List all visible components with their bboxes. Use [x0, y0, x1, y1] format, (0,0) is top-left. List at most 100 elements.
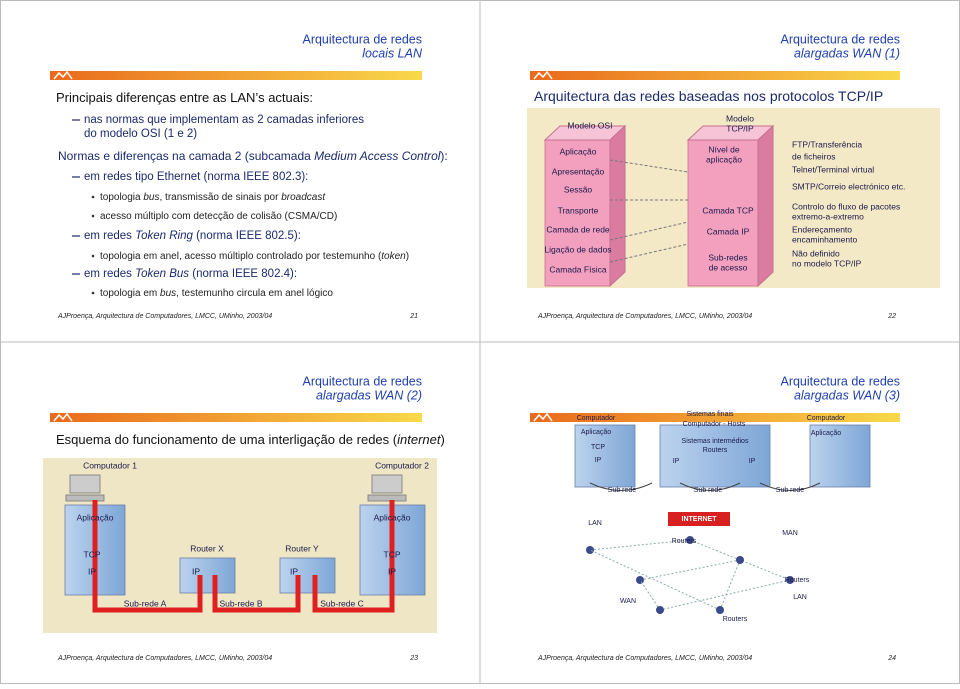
- slide-heading-part: internet: [397, 432, 442, 447]
- diagram-label: Transporte: [558, 205, 599, 215]
- block: [65, 494, 105, 502]
- body-line-part: bus: [160, 288, 176, 299]
- diagram-label: Modelo: [726, 113, 754, 123]
- body-line-part: bus: [143, 192, 159, 203]
- diagram-label: IP: [595, 457, 602, 464]
- body-line: em redes Token Bus (norma IEEE 802.4):: [84, 268, 297, 280]
- diagram-label: LAN: [793, 594, 807, 601]
- diagram-label: Computador - Hosts: [683, 421, 746, 428]
- diagram-label: aplicação: [706, 154, 742, 164]
- header-bar: [50, 71, 422, 80]
- diagram-label: Computador: [577, 415, 616, 422]
- diagram-label: Modelo OSI: [568, 120, 613, 130]
- block: [659, 424, 771, 488]
- body-line-part: (norma IEEE 802.5):: [193, 230, 301, 242]
- body-line-part: Token Ring: [135, 230, 193, 242]
- footer-credit: AJProença, Arquitectura de Computadores,…: [57, 655, 272, 662]
- body-line: Normas e diferenças na camada 2 (subcama…: [58, 149, 448, 163]
- diagram-label: Sub-rede A: [124, 598, 167, 608]
- diagram-label: IP: [673, 458, 680, 465]
- slide-title: Arquitectura de redes: [302, 374, 422, 388]
- net-link: [719, 559, 741, 611]
- diagram-label: TCP: [384, 549, 401, 559]
- body-line-part: topologia: [100, 192, 143, 203]
- body-line-part: Token Bus: [135, 268, 189, 280]
- diagram-label: WAN: [620, 598, 636, 605]
- diagram-label: Aplicação: [374, 512, 411, 522]
- body-line-part: em redes tipo Ethernet (norma IEEE 802.3…: [84, 171, 308, 183]
- slide-heading-part: Esquema do funcionamento de uma interlig…: [56, 432, 398, 447]
- slide-title: locais LAN: [362, 46, 423, 60]
- router: [686, 536, 694, 544]
- slide-heading-part: Arquitectura das redes baseadas nos prot…: [534, 88, 883, 104]
- diagram-label: Computador 2: [375, 460, 429, 470]
- diagram-label: Aplicação: [581, 429, 611, 436]
- logo: [533, 70, 553, 80]
- body-line-part: nas normas que implementam as 2 camadas …: [84, 114, 364, 126]
- block: [367, 494, 407, 502]
- diagram-label: Routers: [672, 538, 697, 545]
- body-line: do modelo OSI (1 e 2): [84, 128, 197, 140]
- diagram-label: Sub-redes: [708, 252, 747, 262]
- diagram-label: encaminhamento: [792, 234, 857, 244]
- header-bar: [530, 413, 900, 422]
- diagram-label: Sistemas intermédios: [682, 438, 749, 445]
- diagram-label: Camada Física: [549, 264, 606, 274]
- block: [69, 474, 101, 494]
- diagram-label: Computador: [807, 415, 846, 422]
- body-line: topologia em bus, testemunho circula em …: [100, 288, 333, 299]
- body-line-part: token: [381, 251, 406, 262]
- diagram-label: TCP: [591, 444, 605, 451]
- subnet: [759, 482, 821, 491]
- footer-credit: AJProença, Arquitectura de Computadores,…: [57, 313, 272, 320]
- block: [371, 474, 403, 494]
- body-line-part: topologia em: [100, 288, 160, 299]
- body-line-part: acesso múltiplo com detecção de colisão …: [100, 211, 337, 222]
- diagram-label: Aplicação: [77, 512, 114, 522]
- dashed-link: [609, 221, 689, 241]
- body-line: topologia bus, transmissão de sinais por…: [100, 192, 326, 203]
- footer-credit: AJProença, Arquitectura de Computadores,…: [537, 313, 752, 320]
- footer-credit: AJProença, Arquitectura de Computadores,…: [537, 655, 752, 662]
- diagram-label: TCP: [84, 549, 101, 559]
- diagram-label: Ligação de dados: [544, 244, 611, 254]
- net-link: [639, 559, 741, 581]
- body-line-part: em redes: [84, 268, 135, 280]
- slide-heading-part: Principais diferenças entre as LAN’s act…: [56, 90, 313, 105]
- slide-heading-part: ): [440, 432, 444, 447]
- slide-title: alargadas WAN (2): [316, 388, 422, 402]
- logo: [533, 412, 553, 422]
- diagram-label: Endereçamento: [792, 224, 852, 234]
- diagram-label: SMTP/Correio electrónico etc.: [792, 181, 905, 191]
- diagram-label: Telnet/Terminal virtual: [792, 164, 874, 174]
- body-line-part: ): [406, 251, 409, 262]
- diagram-label: LAN: [588, 520, 602, 527]
- diagram-label: extremo-a-extremo: [792, 211, 864, 221]
- diagram-label: IP: [388, 566, 396, 576]
- diagram-label: Aplicação: [811, 430, 841, 437]
- body-line: em redes tipo Ethernet (norma IEEE 802.3…: [84, 171, 308, 183]
- slide-title: Arquitectura de redes: [302, 32, 422, 46]
- body-line-part: Medium Access Control: [314, 149, 441, 163]
- diagram-label: IP: [192, 566, 200, 576]
- diagram-label: Aplicação: [560, 146, 597, 156]
- net-link: [589, 539, 691, 551]
- diagram-label: no modelo TCP/IP: [792, 258, 862, 268]
- diagram-label: INTERNET: [682, 516, 718, 523]
- block: [179, 557, 236, 594]
- internet-badge: [668, 512, 730, 526]
- block: [279, 557, 336, 594]
- diagram-label: Sistemas finais: [686, 411, 734, 418]
- diagram-label: de acesso: [709, 262, 748, 272]
- diagram-label: Sessão: [564, 184, 593, 194]
- bullet: [91, 291, 95, 295]
- header-bar: [530, 71, 900, 80]
- slide-title: Arquitectura de redes: [780, 374, 900, 388]
- body-line-part: , transmissão de sinais por: [160, 192, 282, 203]
- body-line-part: (norma IEEE 802.4):: [189, 268, 297, 280]
- diagram-label: Controlo do fluxo de pacotes: [792, 201, 900, 211]
- body-line: nas normas que implementam as 2 camadas …: [84, 114, 364, 126]
- dashed-link: [609, 159, 689, 173]
- diagram-label: MAN: [782, 530, 798, 537]
